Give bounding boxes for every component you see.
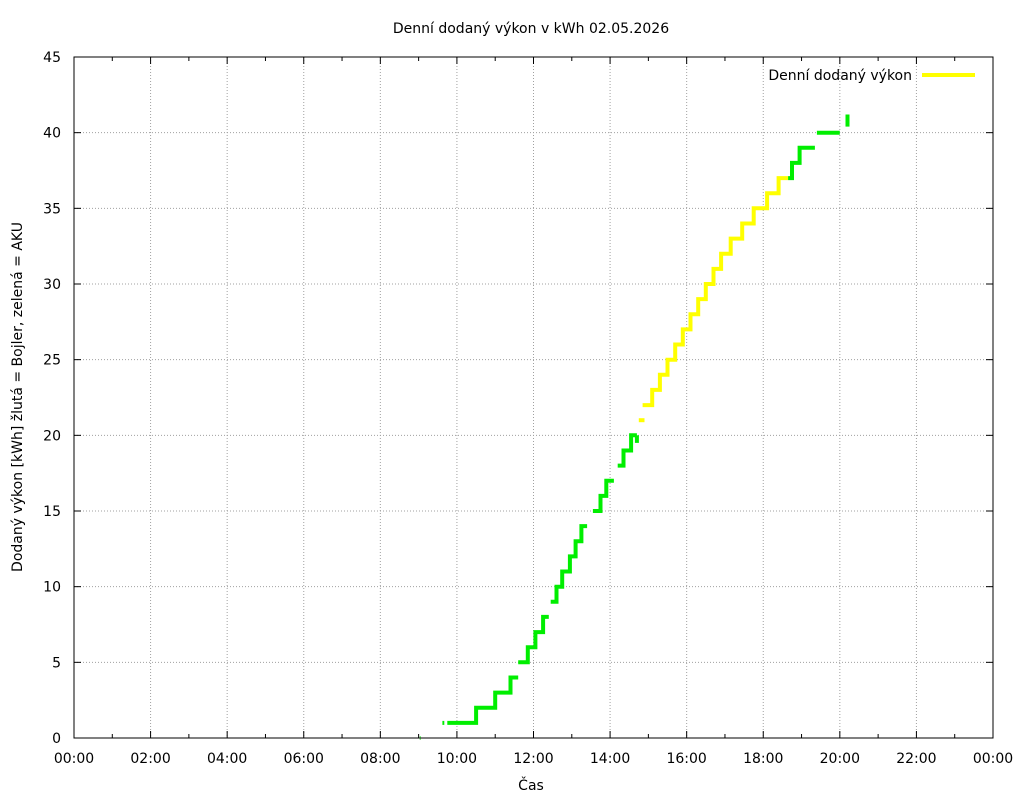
x-tick-label: 16:00 — [666, 751, 706, 767]
series-segment — [518, 614, 549, 665]
x-tick-label: 00:00 — [973, 751, 1013, 767]
y-tick-label: 10 — [43, 580, 61, 596]
series-segment — [447, 675, 519, 725]
y-tick-label: 30 — [43, 277, 61, 293]
x-axis-label: Čas — [518, 776, 544, 794]
y-tick-label: 0 — [52, 731, 61, 747]
y-axis-label: Dodaný výkon [kWh] žlutá = Bojler, zelen… — [10, 222, 26, 572]
y-tick-label: 20 — [43, 428, 61, 444]
y-tick-label: 45 — [43, 50, 61, 66]
legend-label: Denní dodaný výkon — [768, 68, 912, 84]
x-tick-label: 18:00 — [743, 751, 783, 767]
y-tick-label: 25 — [43, 353, 61, 369]
x-tick-label: 08:00 — [360, 751, 400, 767]
tick-marks — [73, 56, 994, 739]
chart-title: Denní dodaný výkon v kWh 02.05.2026 — [393, 21, 669, 37]
legend: Denní dodaný výkon — [768, 68, 975, 84]
y-tick-label: 40 — [43, 126, 61, 142]
x-tick-label: 02:00 — [130, 751, 170, 767]
x-tick-label: 10:00 — [437, 751, 477, 767]
x-tick-label: 22:00 — [896, 751, 936, 767]
series-segment — [592, 478, 614, 513]
x-tick-label: 06:00 — [284, 751, 324, 767]
y-tick-label: 5 — [52, 655, 61, 671]
y-tick-label: 15 — [43, 504, 61, 520]
grid-lines — [74, 57, 993, 738]
x-tick-label: 20:00 — [820, 751, 860, 767]
x-tick-label: 00:00 — [54, 751, 94, 767]
y-tick-labels: 0 5 10 15 20 25 30 35 40 45 — [43, 50, 61, 747]
series-segment — [550, 524, 588, 604]
series-segment — [617, 433, 637, 468]
x-tick-label: 04:00 — [207, 751, 247, 767]
x-tick-labels: 00:00 02:00 04:00 06:00 08:00 10:00 12:00 14:00… — [54, 751, 1013, 767]
series-segment — [642, 176, 789, 408]
x-tick-label: 12:00 — [513, 751, 553, 767]
x-tick-label: 14:00 — [590, 751, 630, 767]
series-segment — [788, 145, 815, 181]
y-tick-label: 35 — [43, 201, 61, 217]
series-lines — [419, 114, 850, 740]
